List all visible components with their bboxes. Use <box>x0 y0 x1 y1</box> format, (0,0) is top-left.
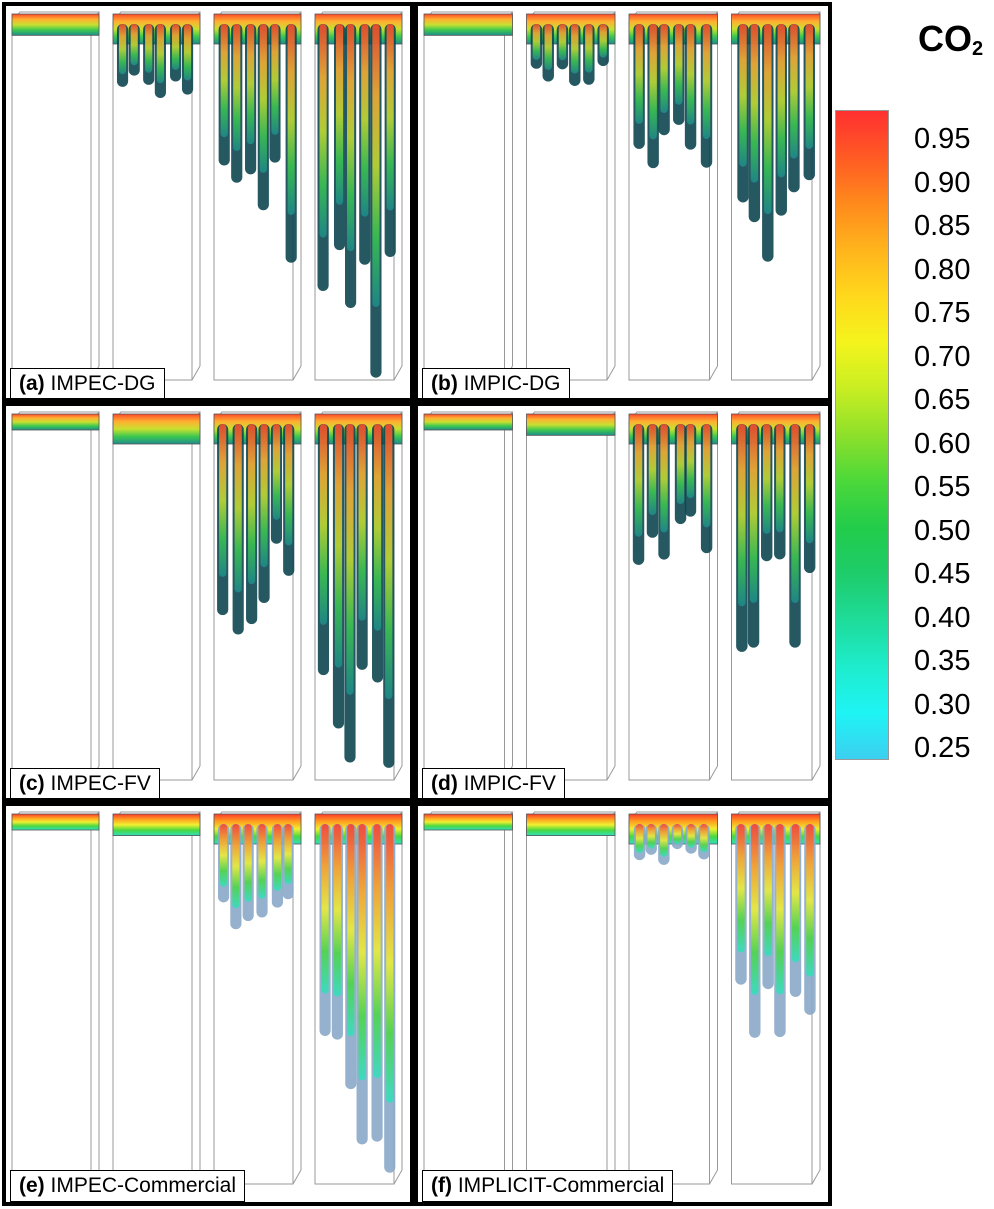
reservoir-column <box>213 811 303 1185</box>
co2-plume-render-c <box>11 411 404 781</box>
co2-plume-render-e <box>11 811 404 1185</box>
co2-plume-render-d <box>423 411 822 781</box>
reservoir-column <box>213 411 303 781</box>
reservoir-column <box>731 11 822 381</box>
reservoir-column <box>314 411 404 781</box>
colorbar-tick-label: 0.90 <box>914 166 971 199</box>
reservoir-column <box>628 411 719 781</box>
colorbar-tick-label: 0.65 <box>914 384 971 416</box>
panel-b: (b) IMPIC-DG <box>414 2 832 402</box>
panel-d: (d) IMPIC-FV <box>414 402 832 802</box>
co2-plume-render-b <box>423 11 822 381</box>
panel-method-a: IMPEC-DG <box>50 372 156 395</box>
reservoir-column <box>526 411 617 781</box>
colorbar-tick-label: 0.85 <box>914 210 971 242</box>
panel-letter-c: (c) <box>19 772 45 795</box>
panel-letter-d: (d) <box>431 772 458 795</box>
reservoir-column <box>526 11 617 381</box>
reservoir-column <box>423 811 514 1185</box>
panel-f: (f) IMPLICIT-Commercial <box>414 802 832 1206</box>
legend-title-subscript: 2 <box>972 38 984 60</box>
legend-title-text: CO <box>918 18 972 59</box>
panel-method-b: IMPIC-DG <box>463 372 561 395</box>
co2-plume-render-f <box>423 811 822 1185</box>
reservoir-column <box>11 11 101 381</box>
reservoir-column <box>11 811 101 1185</box>
reservoir-column <box>314 811 404 1185</box>
colorbar-tick-label: 0.70 <box>914 340 971 373</box>
colorbar-tick-label: 0.45 <box>914 558 971 590</box>
reservoir-column <box>731 411 822 781</box>
reservoir-column <box>11 411 101 781</box>
panel-letter-e: (e) <box>19 1174 45 1197</box>
panel-letter-a: (a) <box>19 372 45 395</box>
legend-title: CO2 <box>918 18 983 61</box>
colorbar-tick-label: 0.75 <box>914 297 971 329</box>
reservoir-column <box>423 11 514 381</box>
panel-method-e: IMPEC-Commercial <box>50 1174 237 1197</box>
panel-label-a: (a) IMPEC-DG <box>10 368 165 398</box>
panel-label-c: (c) IMPEC-FV <box>10 768 160 798</box>
colorbar-tick-label: 0.30 <box>914 688 971 721</box>
panel-letter-f: (f) <box>431 1174 452 1197</box>
panel-e: (e) IMPEC-Commercial <box>2 802 414 1206</box>
reservoir-column <box>213 11 303 381</box>
colorbar-tick-label: 0.50 <box>914 514 971 547</box>
colorbar-tick-label: 0.55 <box>914 471 971 503</box>
reservoir-column <box>628 811 719 1185</box>
reservoir-column <box>731 811 822 1185</box>
reservoir-column <box>112 811 202 1185</box>
co2-plume-render-a <box>11 11 404 381</box>
reservoir-column <box>314 11 404 381</box>
panel-label-f: (f) IMPLICIT-Commercial <box>422 1170 674 1202</box>
colorbar-tick-label: 0.95 <box>914 123 971 155</box>
colorbar-tick-label: 0.35 <box>914 645 971 677</box>
reservoir-column <box>526 811 617 1185</box>
panel-label-d: (d) IMPIC-FV <box>422 768 565 798</box>
reservoir-column <box>423 411 514 781</box>
panel-method-d: IMPIC-FV <box>463 772 556 795</box>
reservoir-column <box>628 11 719 381</box>
panel-c: (c) IMPEC-FV <box>2 402 414 802</box>
panel-label-e: (e) IMPEC-Commercial <box>10 1170 246 1202</box>
reservoir-column <box>112 411 202 781</box>
colorbar-tick-label: 0.60 <box>914 427 971 460</box>
colorbar-tick-label: 0.80 <box>914 253 971 286</box>
panel-a: (a) IMPEC-DG <box>2 2 414 402</box>
reservoir-column <box>112 11 202 381</box>
colorbar-tick-label: 0.40 <box>914 601 971 634</box>
panel-method-c: IMPEC-FV <box>50 772 151 795</box>
panel-label-b: (b) IMPIC-DG <box>422 368 570 398</box>
colorbar <box>835 110 889 760</box>
panel-method-f: IMPLICIT-Commercial <box>457 1174 665 1197</box>
colorbar-tick-label: 0.25 <box>914 732 971 764</box>
panel-letter-b: (b) <box>431 372 458 395</box>
